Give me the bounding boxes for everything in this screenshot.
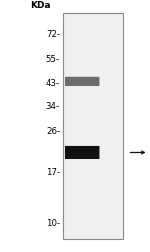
FancyBboxPatch shape [65, 146, 99, 159]
FancyBboxPatch shape [65, 77, 99, 86]
Text: KDa: KDa [30, 1, 51, 10]
Text: 34-: 34- [46, 102, 60, 111]
Text: 55-: 55- [46, 55, 60, 65]
Text: 10-: 10- [46, 219, 60, 228]
Text: 43-: 43- [46, 79, 60, 88]
Text: 72-: 72- [46, 29, 60, 39]
Text: 26-: 26- [46, 128, 60, 136]
FancyBboxPatch shape [63, 13, 123, 239]
Text: 17-: 17- [46, 168, 60, 177]
